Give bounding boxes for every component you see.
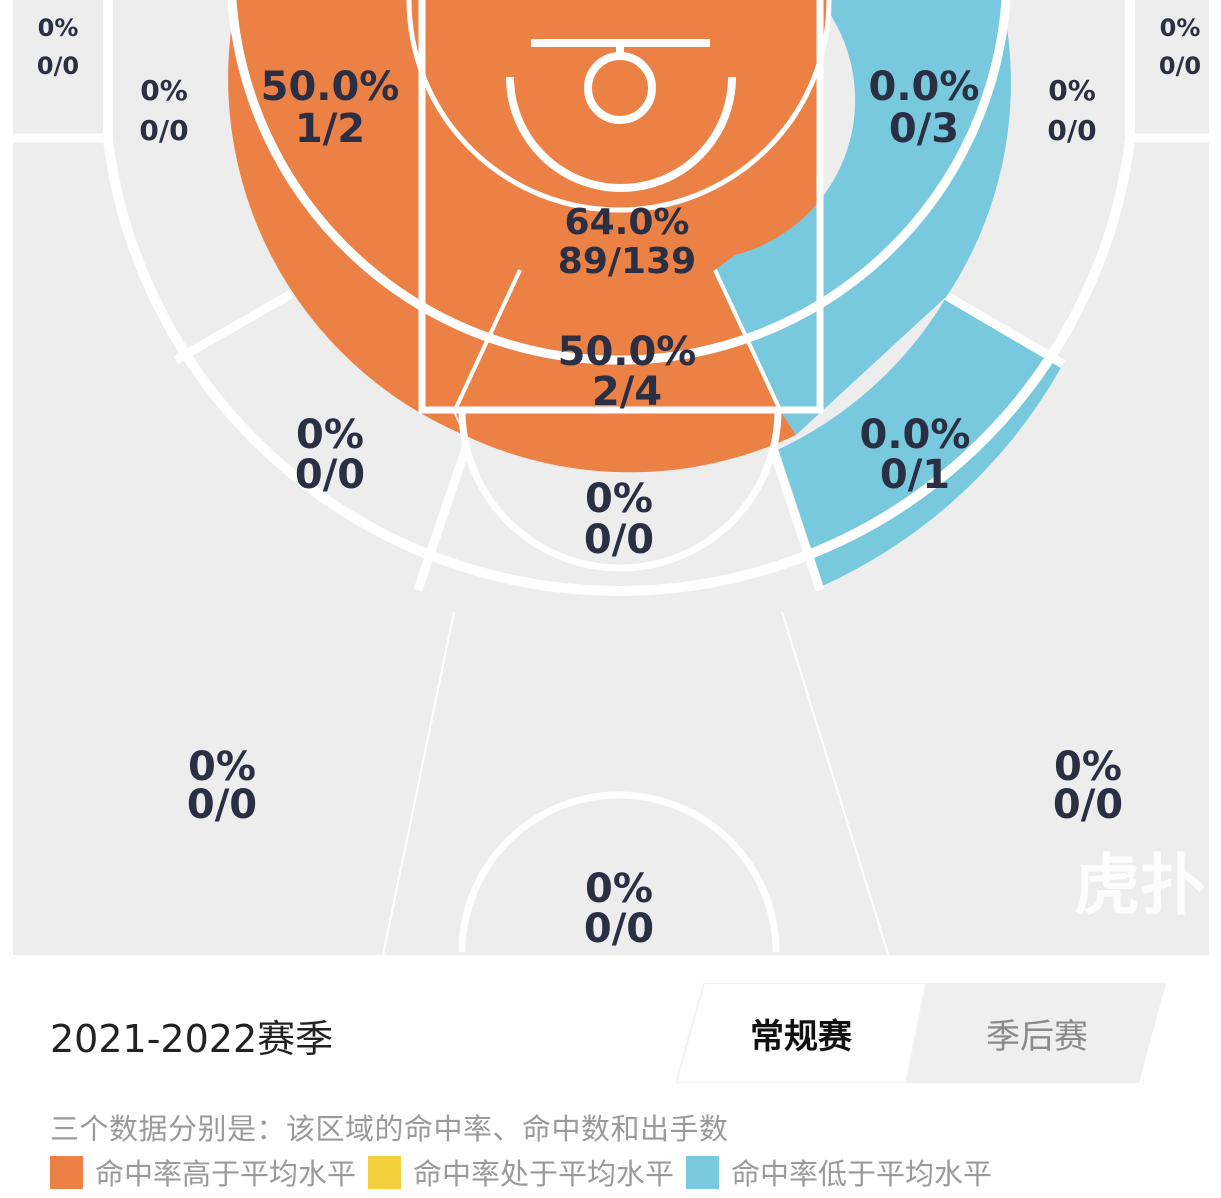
restricted-area-outline (406, 0, 832, 213)
svg-text:50.0%: 50.0% (261, 64, 400, 110)
svg-text:0%: 0% (1160, 14, 1201, 42)
zone-paint: 50.0% 2/4 (558, 329, 697, 415)
legend: 命中率高于平均水平 命中率处于平均水平 命中率低于平均水平 (50, 1152, 1004, 1192)
zone-right-elbow-fill (773, 296, 1063, 587)
shot-zone-court: 虎扑 0% 0/0 0% 0/0 0% 0/0 0% 0/0 50.0% 1/2… (13, 0, 1209, 955)
svg-text:0/0: 0/0 (1159, 52, 1201, 80)
zone-top-three: 0% 0/0 (584, 866, 654, 952)
zone-left-wing-three: 0% 0/0 (187, 744, 257, 828)
zone-right-wing-three: 0% 0/0 (1053, 744, 1123, 828)
court-lines (13, 0, 1209, 955)
svg-text:50.0%: 50.0% (558, 329, 697, 375)
zone-paint-fill (455, 270, 796, 473)
svg-text:0/0: 0/0 (37, 52, 79, 80)
legend-swatch-above (50, 1155, 83, 1189)
svg-text:0%: 0% (585, 476, 653, 522)
svg-text:0%: 0% (296, 412, 364, 458)
zone-corner-left: 0% 0/0 (37, 14, 79, 80)
svg-text:0/0: 0/0 (584, 517, 654, 563)
zone-left-elbow: 0% 0/0 (295, 412, 365, 498)
svg-text:1/2: 1/2 (295, 106, 365, 152)
svg-text:0/3: 0/3 (889, 106, 959, 152)
legend-item-above: 命中率高于平均水平 (50, 1151, 356, 1193)
legend-swatch-average (368, 1155, 402, 1189)
zone-right-baseline-mid: 0% 0/0 (1047, 74, 1096, 147)
zone-left-baseline-mid: 0% 0/0 (139, 74, 188, 147)
svg-text:0/1: 0/1 (880, 452, 950, 498)
legend-item-average: 命中率处于平均水平 (368, 1151, 674, 1193)
data-explanation-note: 三个数据分别是：该区域的命中率、命中数和出手数 (50, 1112, 729, 1146)
zone-left-short-mid: 50.0% 1/2 (261, 64, 400, 152)
svg-text:0/0: 0/0 (187, 782, 257, 828)
legend-label-average: 命中率处于平均水平 (413, 1157, 675, 1191)
svg-text:0.0%: 0.0% (860, 412, 971, 458)
key-outline (418, 0, 824, 414)
paint-divider-left (453, 269, 522, 411)
svg-text:2/4: 2/4 (592, 369, 662, 415)
season-title: 2021-2022赛季 (50, 1017, 334, 1061)
svg-text:0/0: 0/0 (584, 906, 654, 952)
hupu-watermark: 虎扑 (1074, 847, 1206, 924)
season-type-tabs: 常规赛 季后赛 (676, 983, 1166, 1083)
basket-icon (506, 39, 736, 192)
legend-swatch-below (686, 1155, 720, 1189)
svg-text:64.0%: 64.0% (565, 202, 690, 243)
svg-text:0%: 0% (1048, 74, 1096, 107)
zone-right-short-mid: 0.0% 0/3 (869, 64, 980, 152)
svg-text:0/0: 0/0 (1053, 782, 1123, 828)
restricted-area-disc (409, 0, 829, 210)
zone-right-elbow: 0.0% 0/1 (860, 412, 971, 498)
tab-playoffs[interactable]: 季后赛 (986, 1016, 1088, 1057)
paint-divider-right (713, 269, 782, 411)
zone-right-short-mid-fill (715, 0, 1011, 435)
svg-text:0%: 0% (38, 14, 79, 42)
zone-restricted: 64.0% 89/139 (558, 202, 696, 282)
legend-label-below: 命中率低于平均水平 (731, 1157, 993, 1191)
svg-text:0%: 0% (585, 866, 653, 912)
zone-top-key: 0% 0/0 (584, 476, 654, 563)
svg-text:0/0: 0/0 (139, 114, 188, 147)
legend-item-below: 命中率低于平均水平 (686, 1151, 992, 1193)
tab-regular-season[interactable]: 常规赛 (750, 1016, 852, 1057)
zone-left-short-mid-fill (228, 0, 464, 435)
svg-text:0/0: 0/0 (295, 452, 365, 498)
svg-text:0%: 0% (140, 74, 188, 107)
svg-text:0%: 0% (188, 744, 256, 790)
tabs-background (676, 983, 1166, 1083)
svg-text:0.0%: 0.0% (869, 64, 980, 110)
svg-text:89/139: 89/139 (558, 241, 696, 282)
zone-corner-right: 0% 0/0 (1159, 14, 1201, 80)
svg-text:0%: 0% (1054, 744, 1122, 790)
legend-label-above: 命中率高于平均水平 (95, 1157, 357, 1191)
free-throw-circle (458, 409, 782, 572)
svg-text:0/0: 0/0 (1047, 114, 1096, 147)
